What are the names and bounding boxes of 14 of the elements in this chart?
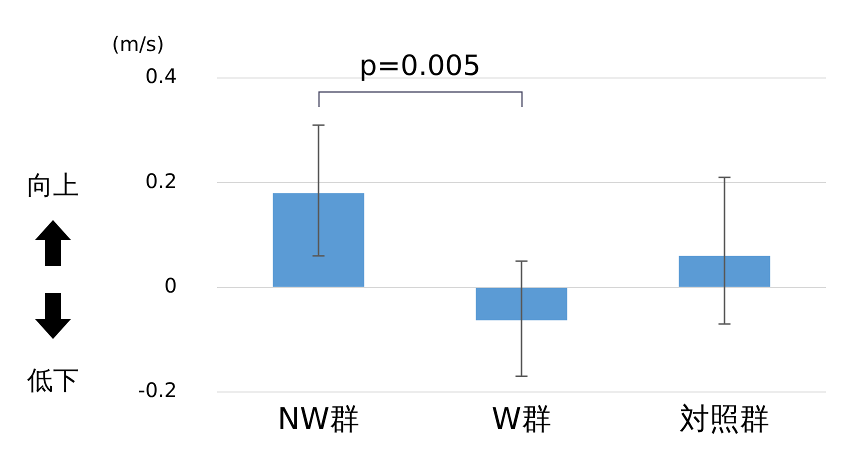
text: 低下 xyxy=(26,365,80,398)
bar xyxy=(272,193,364,287)
bar xyxy=(476,288,568,320)
y-tick-label: -0.2 xyxy=(138,378,178,402)
x-tick-label: 対照群 xyxy=(680,402,770,437)
text: 向上 xyxy=(26,170,80,203)
y-tick-label: 0.4 xyxy=(145,64,178,88)
bar xyxy=(678,256,770,287)
x-tick-label: W群 xyxy=(492,402,552,437)
y-tick-label: 0.2 xyxy=(145,168,178,193)
annotation: p=0.005 xyxy=(358,48,482,84)
y-tick-label: 0 xyxy=(164,274,178,298)
y-axis-title: (m/s) xyxy=(112,32,164,56)
x-tick-label: NW群 xyxy=(277,402,360,437)
